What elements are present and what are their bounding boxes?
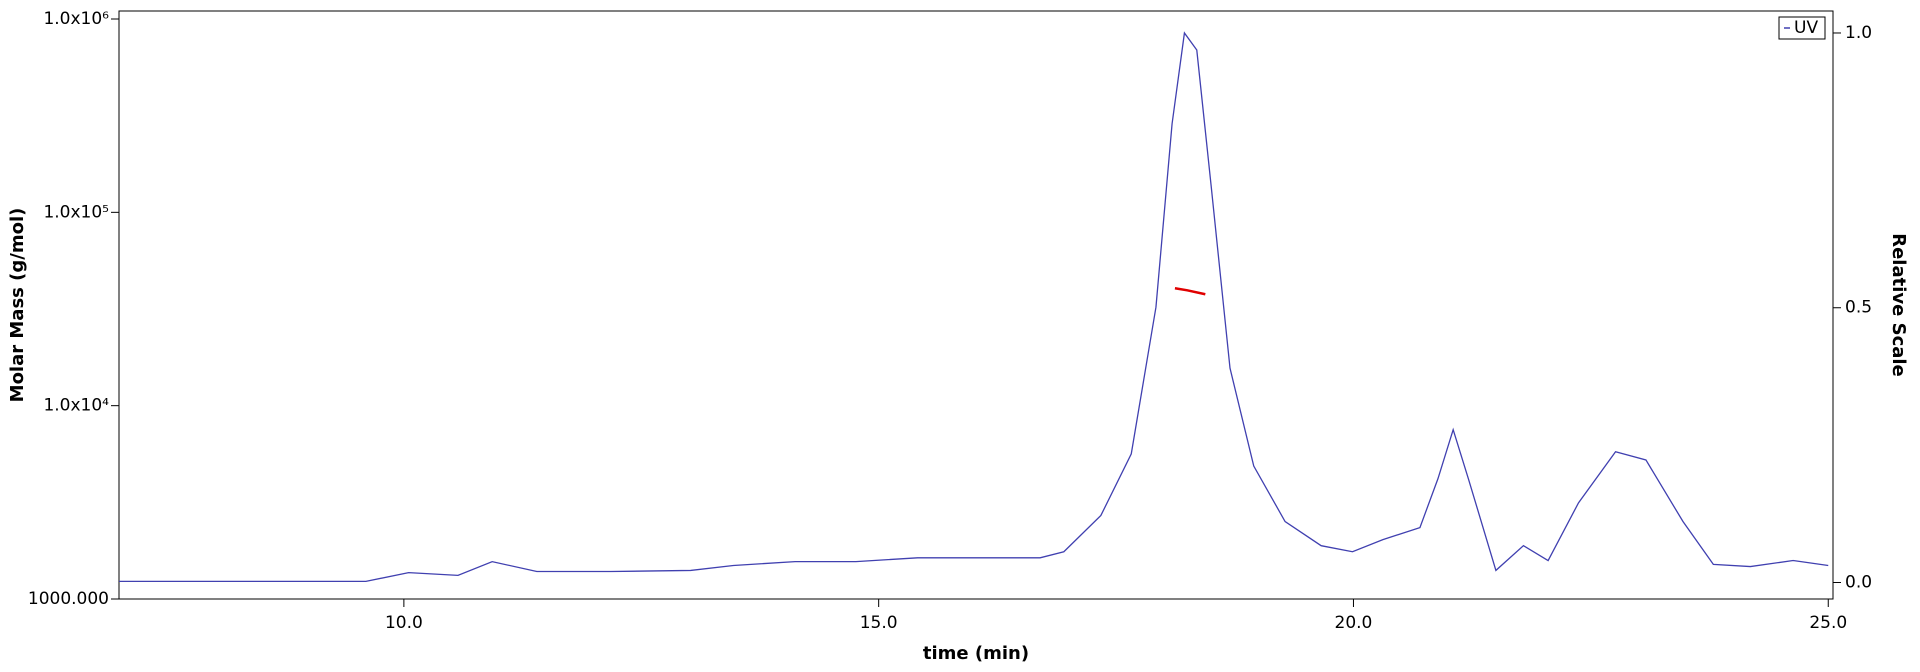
y2-axis-title: Relative Scale (1888, 233, 1909, 377)
x-tick-label: 15.0 (860, 613, 898, 633)
y2-tick-label: 0.5 (1845, 298, 1872, 318)
y-tick-label: 1.0x10⁵ (43, 202, 109, 222)
y2-tick-label: 0.0 (1845, 573, 1872, 593)
plot-frame (118, 10, 1834, 600)
y2-tick-label: 1.0 (1845, 23, 1872, 43)
x-tick-label: 20.0 (1335, 613, 1373, 633)
x-tick-label: 25.0 (1809, 613, 1847, 633)
legend-box (1778, 16, 1826, 40)
x-axis-title: time (min) (923, 643, 1029, 664)
series-line (119, 31, 1829, 583)
y-tick-label: 1.0x10⁶ (43, 9, 109, 29)
series-line (1174, 286, 1206, 296)
legend-label: UV (1794, 18, 1818, 38)
y-tick-label: 1.0x10⁴ (43, 396, 109, 416)
x-tick-label: 10.0 (385, 613, 423, 633)
y-tick-label: 1000.000 (28, 589, 109, 609)
y-axis-title: Molar Mass (g/mol) (7, 208, 28, 403)
